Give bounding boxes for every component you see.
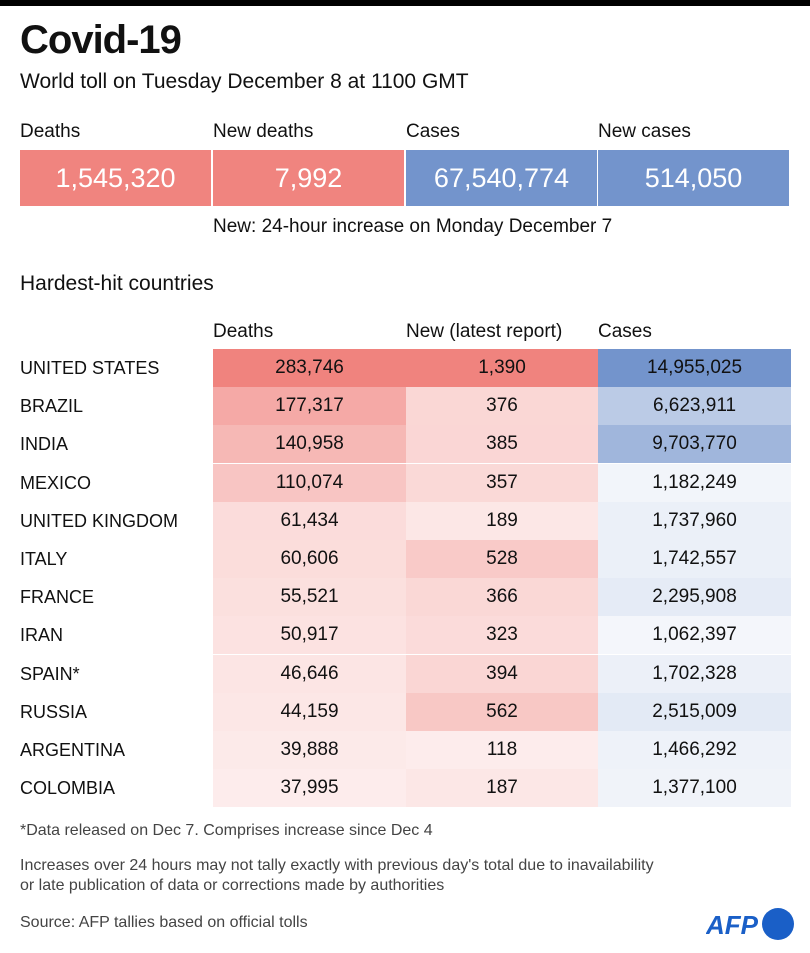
kpi-label-cases: Cases (406, 121, 460, 142)
cell-deaths: 61,434 (213, 501, 406, 540)
cell-new: 528 (406, 540, 598, 578)
cell-new: 189 (406, 501, 598, 540)
cell-new: 385 (406, 425, 598, 464)
row-label-country: UNITED STATES (20, 358, 160, 378)
afp-logo-circle (762, 908, 794, 940)
top-bar (0, 0, 810, 6)
cell-new: 562 (406, 692, 598, 731)
row-label-country: SPAIN* (20, 663, 80, 684)
table-title: Hardest-hit countries (20, 272, 214, 295)
cell-deaths: 283,746 (213, 349, 406, 387)
kpi-value-new-deaths: 7,992 (213, 150, 404, 206)
cell-deaths: 44,159 (213, 692, 406, 731)
row-label-country: FRANCE (20, 587, 95, 608)
row-label-country: ARGENTINA (20, 740, 126, 760)
cell-deaths: 50,917 (213, 616, 406, 655)
kpi-label-new-deaths: New deaths (213, 121, 314, 142)
row-label-country: IRAN (20, 625, 64, 646)
source-note: Source: AFP tallies based on official to… (20, 914, 308, 931)
kpi-label-deaths: Deaths (20, 121, 81, 142)
cell-cases: 1,737,960 (598, 501, 791, 540)
afp-logo-text: AFP (706, 910, 759, 940)
cell-cases: 2,515,009 (598, 692, 791, 731)
row-label-country: MEXICO (20, 472, 92, 493)
cell-new: 1,390 (406, 349, 598, 387)
cell-new: 323 (406, 616, 598, 655)
cell-cases: 9,703,770 (598, 425, 791, 464)
cell-new: 187 (406, 769, 598, 808)
cell-deaths: 39,888 (213, 731, 406, 769)
footnote-disclaimer-1: Increases over 24 hours may not tally ex… (20, 857, 654, 874)
cell-deaths: 177,317 (213, 387, 406, 426)
col-head-deaths: Deaths (213, 321, 274, 342)
cell-cases: 1,702,328 (598, 654, 791, 693)
cell-cases: 1,466,292 (598, 731, 791, 769)
page-title: Covid-19 (20, 18, 182, 62)
cell-new: 394 (406, 654, 598, 693)
cell-new: 366 (406, 578, 598, 617)
kpi-value-new-cases: 514,050 (598, 150, 789, 206)
row-label-country: ITALY (20, 549, 68, 569)
cell-deaths: 46,646 (213, 654, 406, 693)
cell-new: 376 (406, 387, 598, 426)
cell-cases: 1,062,397 (598, 616, 791, 655)
cell-deaths: 55,521 (213, 578, 406, 617)
cell-cases: 2,295,908 (598, 578, 791, 617)
row-label-country: BRAZIL (20, 396, 84, 417)
kpi-note: New: 24-hour increase on Monday December… (213, 216, 613, 237)
row-label-country: COLOMBIA (20, 778, 116, 799)
cell-cases: 1,377,100 (598, 769, 791, 808)
page-subtitle: World toll on Tuesday December 8 at 1100… (20, 70, 469, 93)
cell-deaths: 60,606 (213, 540, 406, 578)
kpi-value-deaths: 1,545,320 (20, 150, 211, 206)
row-label-country: UNITED KINGDOM (20, 510, 179, 531)
col-head-cases: Cases (598, 321, 652, 342)
cell-deaths: 140,958 (213, 425, 406, 464)
cell-cases: 14,955,025 (598, 349, 791, 387)
col-head-new: New (latest report) (406, 321, 563, 342)
cell-cases: 1,742,557 (598, 540, 791, 578)
kpi-label-new-cases: New cases (598, 121, 691, 142)
row-label-country: INDIA (20, 434, 69, 455)
cell-deaths: 110,074 (213, 463, 406, 502)
cell-cases: 1,182,249 (598, 463, 791, 502)
cell-new: 118 (406, 731, 598, 769)
kpi-value-cases: 67,540,774 (406, 150, 597, 206)
afp-logo: AFP (705, 908, 796, 947)
cell-deaths: 37,995 (213, 769, 406, 808)
footnote-asterisk: *Data released on Dec 7. Comprises incre… (20, 822, 433, 839)
cell-cases: 6,623,911 (598, 387, 791, 426)
footnote-disclaimer-2: or late publication of data or correctio… (20, 877, 445, 894)
row-label-country: RUSSIA (20, 701, 88, 722)
cell-new: 357 (406, 463, 598, 502)
